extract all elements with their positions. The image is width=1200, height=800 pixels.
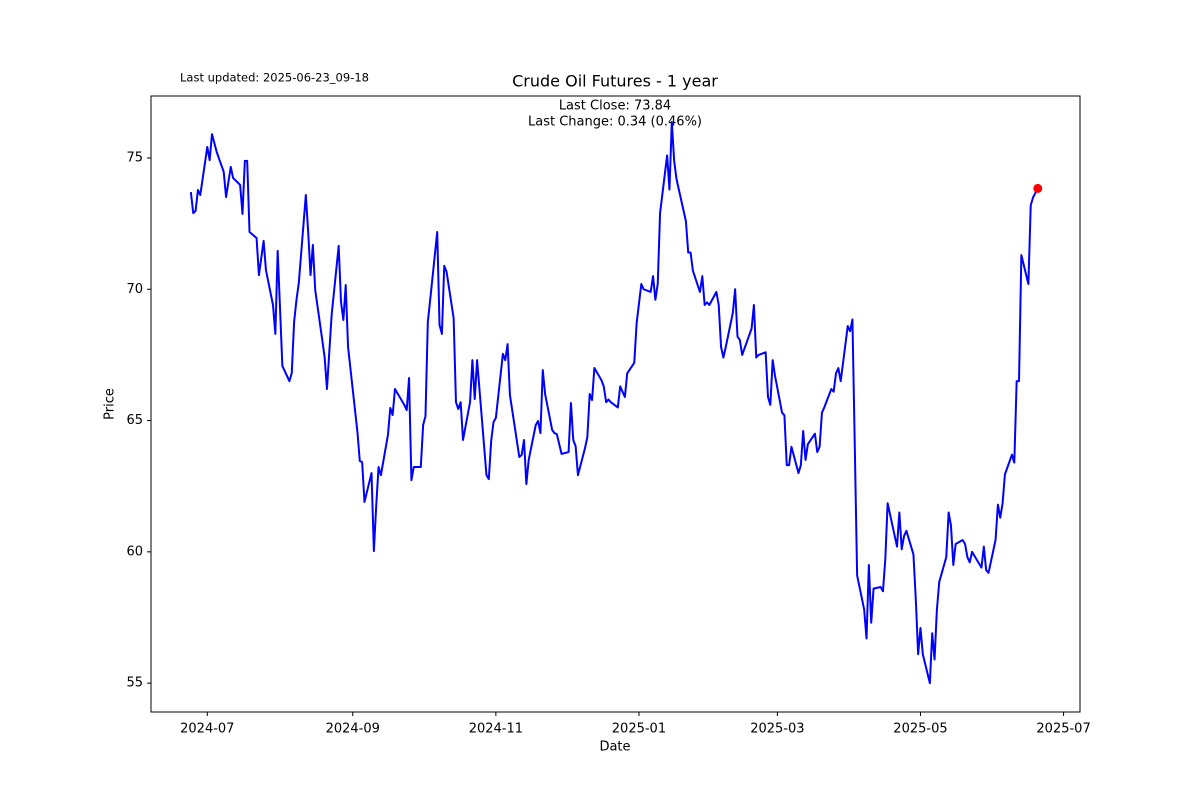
y-tick-label: 70 [126,282,143,297]
last-point [1033,183,1043,193]
y-tick-label: 60 [126,544,143,559]
x-tick-label: 2024-09 [326,722,380,737]
y-tick-label: 65 [126,413,143,428]
y-tick-label: 75 [126,150,143,165]
x-tick-label: 2025-07 [1036,722,1090,737]
annotation: Last Change: 0.34 (0.46%) [528,115,702,130]
x-axis-label: Date [599,740,630,755]
y-axis-label: Price [103,388,118,420]
x-tick-label: 2025-01 [612,722,666,737]
annotation: Last Close: 73.84 [559,99,671,114]
x-tick-label: 2025-05 [893,722,947,737]
subtitle: Last updated: 2025-06-23_09-18 [180,71,369,85]
x-tick-label: 2024-11 [469,722,523,737]
x-tick-label: 2024-07 [180,722,234,737]
x-tick-label: 2025-03 [750,722,804,737]
y-tick-label: 55 [126,676,143,691]
plot-frame [150,95,1081,713]
chart-title: Crude Oil Futures - 1 year [512,72,718,91]
price-line [189,120,1039,685]
